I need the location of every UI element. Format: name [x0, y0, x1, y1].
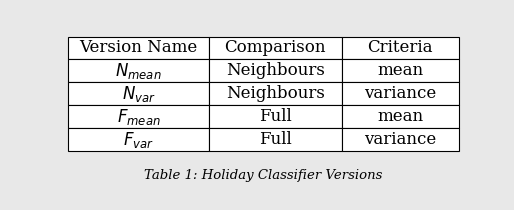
Bar — [68, 37, 209, 59]
Text: $F_{mean}$: $F_{mean}$ — [117, 107, 160, 127]
Bar — [209, 105, 341, 128]
Text: Criteria: Criteria — [368, 39, 433, 56]
Bar — [68, 105, 209, 128]
Text: Full: Full — [259, 108, 291, 125]
Text: $F_{var}$: $F_{var}$ — [123, 130, 154, 150]
Text: mean: mean — [377, 62, 423, 79]
Bar — [341, 37, 458, 59]
Text: $N_{var}$: $N_{var}$ — [122, 84, 155, 104]
Text: Comparison: Comparison — [225, 39, 326, 56]
Bar — [68, 59, 209, 83]
Bar — [341, 59, 458, 83]
Bar — [209, 83, 341, 105]
Bar — [68, 128, 209, 151]
Text: Neighbours: Neighbours — [226, 62, 324, 79]
Text: mean: mean — [377, 108, 423, 125]
Text: Full: Full — [259, 131, 291, 148]
Bar — [209, 37, 341, 59]
Text: Version Name: Version Name — [79, 39, 197, 56]
Bar — [341, 83, 458, 105]
Bar — [68, 83, 209, 105]
Text: Table 1: Holiday Classifier Versions: Table 1: Holiday Classifier Versions — [144, 169, 382, 182]
Text: variance: variance — [364, 85, 436, 102]
Bar — [341, 105, 458, 128]
Text: $N_{mean}$: $N_{mean}$ — [115, 61, 162, 81]
Bar — [209, 128, 341, 151]
Bar — [209, 59, 341, 83]
Text: variance: variance — [364, 131, 436, 148]
Bar — [341, 128, 458, 151]
Text: Neighbours: Neighbours — [226, 85, 324, 102]
